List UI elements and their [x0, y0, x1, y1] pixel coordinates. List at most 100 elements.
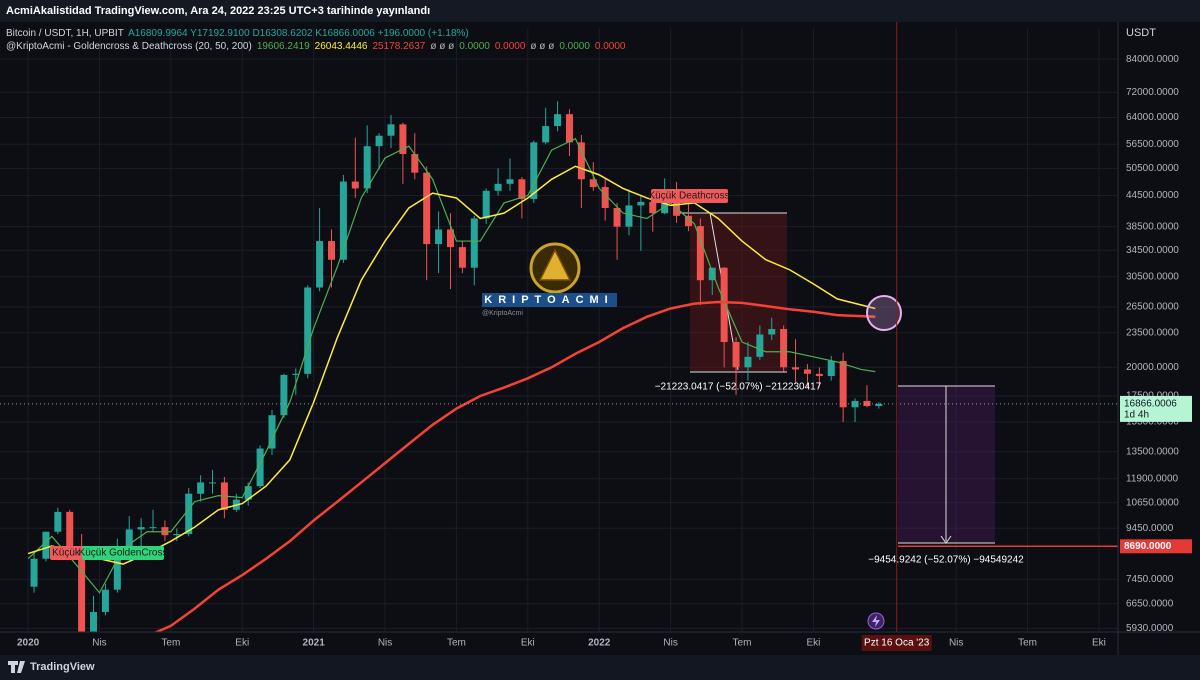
x-tick-label: Eki [521, 638, 535, 649]
y-tick-label: 38500.0000 [1126, 221, 1179, 232]
legend-row: @KriptoAcmi - Goldencross & Deathcross (… [6, 41, 626, 52]
y-tick-label: 6650.0000 [1126, 598, 1174, 609]
candle-body [613, 207, 621, 227]
x-tick-label: Eki [1092, 638, 1106, 649]
candle-body [720, 267, 728, 342]
candle-body [637, 201, 645, 206]
candle-body [732, 341, 740, 368]
grid [0, 28, 1118, 632]
y-tick-label: 5930.0000 [1126, 623, 1174, 634]
legend-item: @KriptoAcmi - Goldencross & Deathcross (… [6, 41, 252, 52]
candle-body [268, 415, 276, 449]
candle-body [815, 373, 823, 377]
candle-body [708, 267, 716, 281]
highlight-circle [866, 295, 902, 331]
legend-item: 0.0000 [595, 41, 626, 52]
price-label: 8690.0000 [1124, 541, 1172, 552]
x-tick-label: Nis [949, 638, 963, 649]
x-tick-label: 2022 [588, 638, 611, 649]
footer-logo [8, 661, 25, 673]
price-label-box [1120, 539, 1192, 554]
candle-body [173, 534, 181, 536]
candle-body [435, 229, 443, 245]
cursor-label: Pzt 16 Oca '23 [864, 638, 930, 649]
candle-body [649, 201, 657, 214]
candle-body [458, 247, 466, 268]
x-tick-label: Tem [1018, 638, 1037, 649]
candle-body [185, 493, 193, 535]
candle-body [125, 529, 133, 547]
candle-body [256, 448, 264, 487]
candle-body [577, 142, 585, 180]
candle-body [518, 179, 526, 199]
decor: KRIPTOACMI @KriptoAcmi [482, 212, 995, 544]
candle-body [565, 114, 573, 143]
ma-line [27, 165, 876, 565]
watermark-logo-shape [538, 248, 572, 281]
legend-row: Bitcoin / USDT, 1H, UPBIT A16809.9964 Y17… [6, 28, 469, 39]
x-tick-label: Eki [806, 638, 820, 649]
x-tick-label: Eki [235, 638, 249, 649]
annotation: Küçük Deathcross [648, 191, 729, 202]
candle-body [506, 179, 514, 184]
candle-body [423, 172, 431, 245]
ma-line [153, 300, 876, 632]
candle-body [54, 511, 62, 532]
candle-body [684, 215, 692, 227]
candle-body [292, 373, 300, 375]
candle-body [280, 374, 288, 416]
header-bar [0, 0, 1200, 22]
candle-body [90, 611, 98, 632]
candle-body [101, 589, 109, 612]
candle-body [446, 229, 454, 248]
y-tick-label: 10650.0000 [1126, 497, 1179, 508]
overlay: Küçük Deathcross Küçük Küçük GoldenCross… [50, 22, 1118, 632]
x-tick-label: 2021 [303, 638, 326, 649]
y-tick-label: 56500.0000 [1126, 139, 1179, 150]
candle-body [696, 226, 704, 281]
candle-body [792, 367, 800, 370]
footer-brand: TradingView [30, 661, 95, 673]
candle-body [744, 356, 752, 368]
watermark-text: KRIPTOACMI [484, 294, 613, 306]
price-label-box [1120, 395, 1192, 422]
legend-item: ø ø ø [530, 41, 554, 52]
y-tick-label: 15500.0000 [1126, 417, 1179, 428]
candle-body [780, 329, 788, 368]
candle-body [542, 126, 550, 143]
annotation: Küçük GoldenCross [79, 548, 168, 559]
candle-body [375, 135, 383, 147]
y-tick-label: 72000.0000 [1126, 87, 1179, 98]
candle-body [137, 527, 145, 530]
candle-body [589, 179, 597, 188]
candle-body [304, 287, 312, 374]
candle-body [327, 241, 335, 260]
candle-body [756, 334, 764, 357]
candle-body [530, 142, 538, 199]
x-tick-label: Nis [663, 638, 677, 649]
candle-body [827, 360, 835, 377]
candle-body [625, 205, 633, 227]
plot [0, 101, 1118, 632]
candle-body [316, 241, 324, 288]
price-axis-unit: USDT [1126, 27, 1156, 39]
x-tick-label: Nis [378, 638, 392, 649]
x-tick-label: Tem [161, 638, 180, 649]
candle-body [875, 403, 883, 407]
measure-label: −9454.9242 (−52.07%) −94549242 [868, 555, 1024, 566]
axes: 5930.0000 6650.0000 7450.0000 9450.0000 1065… [17, 54, 1192, 651]
y-tick-label: 30500.0000 [1126, 271, 1179, 282]
footer [0, 655, 1200, 680]
candle-body [470, 218, 478, 268]
y-tick-label: 23500.0000 [1126, 327, 1179, 338]
candle-body [244, 486, 252, 500]
y-tick-label: 44500.0000 [1126, 190, 1179, 201]
candle-body [399, 124, 407, 154]
candle-body [768, 329, 776, 335]
candle-body [149, 527, 157, 529]
candle-body [30, 558, 38, 587]
annotation-box [82, 546, 164, 560]
legend-item: 25178.2637 [373, 41, 426, 52]
